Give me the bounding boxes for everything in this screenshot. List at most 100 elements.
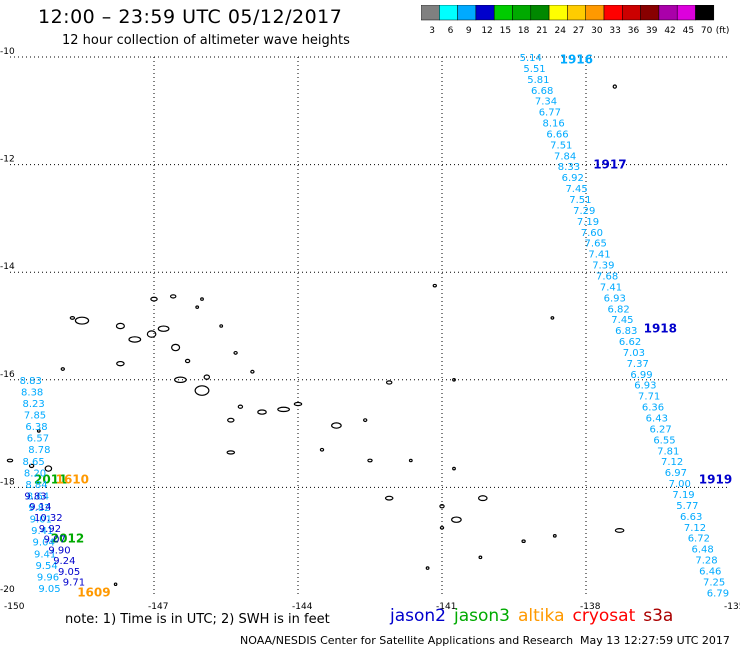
island-outline xyxy=(550,316,555,320)
island-outline xyxy=(363,418,368,423)
island-outline xyxy=(319,447,325,452)
lat-tick-label: -20 xyxy=(0,585,15,595)
swh-value-label: 6.77 xyxy=(539,108,561,119)
satellite-s3a: s3a xyxy=(643,606,674,626)
swh-value-label: 8.78 xyxy=(28,445,50,456)
swh-value-label: 6.99 xyxy=(630,370,652,381)
swh-value-label: 8.38 xyxy=(21,387,43,398)
island-outline xyxy=(200,297,204,301)
swh-value-label: 6.38 xyxy=(25,422,47,433)
swh-value-label: 7.85 xyxy=(24,411,46,422)
island-outline xyxy=(257,409,267,415)
lon-tick-label: -141 xyxy=(436,602,456,612)
swh-value-label: 9.07 xyxy=(44,535,66,546)
swh-value-label: 7.81 xyxy=(657,446,679,457)
lat-tick-label: -18 xyxy=(0,477,15,487)
lat-tick-label: -10 xyxy=(0,47,15,57)
swh-value-label: 7.19 xyxy=(672,490,694,501)
island-outline xyxy=(116,360,125,367)
swh-value-label: 6.66 xyxy=(546,129,568,140)
wave-height-color-scale: 3 6 9 12 15 18 21 24 27 30 33 36 39 42 45 70 (ft) xyxy=(421,5,729,36)
island-outline xyxy=(203,374,211,380)
swh-value-label: 7.51 xyxy=(569,195,591,206)
swh-value-label: 6.43 xyxy=(646,414,668,425)
scale-label: 42 xyxy=(664,26,675,36)
scale-label: 45 xyxy=(683,26,694,36)
swh-value-label: 9.01 xyxy=(30,515,52,526)
swh-value-label: 7.29 xyxy=(573,206,595,217)
scale-label: 30 xyxy=(591,26,603,36)
scale-label: 21 xyxy=(536,26,547,36)
scale-label: 27 xyxy=(573,26,584,36)
island-outline xyxy=(60,367,65,371)
swh-value-label: 5.14 xyxy=(520,53,542,64)
pass-label: 1916 xyxy=(560,53,593,67)
lat-tick-label: -16 xyxy=(0,370,15,380)
lat-tick-label: -12 xyxy=(0,155,15,165)
swh-value-label: 9.96 xyxy=(37,572,59,583)
island-outline xyxy=(385,380,393,385)
lon-tick-label: -150 xyxy=(4,602,25,612)
swh-value-label: 7.28 xyxy=(695,556,717,567)
lon-tick-label: -147 xyxy=(148,602,168,612)
swh-value-label: 6.93 xyxy=(634,381,656,392)
island-outline xyxy=(293,401,303,407)
swh-value-label: 9.05 xyxy=(58,567,80,578)
swh-value-label: 9.71 xyxy=(63,578,85,589)
swh-value-label: 6.97 xyxy=(665,468,687,479)
scale-label: 36 xyxy=(628,26,640,36)
island-outline xyxy=(452,377,456,382)
swh-value-label: 7.25 xyxy=(703,577,725,588)
swh-value-label: 7.19 xyxy=(577,217,599,228)
swh-value-label: 7.39 xyxy=(592,261,614,272)
island-outline xyxy=(612,84,617,89)
swh-value-label: 6.68 xyxy=(531,86,553,97)
swh-value-label: 8.33 xyxy=(558,162,580,173)
scale-label: 9 xyxy=(466,26,472,36)
satellite-cryosat: cryosat xyxy=(572,606,636,626)
map-subtitle: 12 hour collection of altimeter wave hei… xyxy=(62,33,350,48)
island-outline xyxy=(195,305,200,309)
island-outline xyxy=(150,296,158,302)
generation-timestamp: May 13 12:27:59 UTC 2017 xyxy=(580,634,730,647)
scale-label: 39 xyxy=(646,26,658,36)
lon-tick-label: -144 xyxy=(292,602,313,612)
swh-value-label: 7.68 xyxy=(596,271,618,282)
swh-value-label: 7.65 xyxy=(585,239,607,250)
satellite-jason3: jason3 xyxy=(454,606,510,626)
scale-label: 6 xyxy=(448,26,454,36)
swh-value-label: 5.51 xyxy=(523,64,545,75)
island-outline xyxy=(74,316,90,325)
swh-value-label: 7.37 xyxy=(627,359,649,370)
island-outline xyxy=(169,294,177,299)
swh-value-label: 7.84 xyxy=(554,151,576,162)
swh-value-label: 7.12 xyxy=(661,457,683,468)
units-note: note: 1) Time is in UTC; 2) SWH is in fe… xyxy=(65,612,330,627)
lon-tick-label: -135 xyxy=(724,602,740,612)
island-outline xyxy=(384,495,394,501)
island-outline xyxy=(173,376,187,384)
swh-value-label: 6.72 xyxy=(688,534,710,545)
swh-value-label: 6.62 xyxy=(619,337,641,348)
swh-value-label: 6.93 xyxy=(604,293,626,304)
island-outline xyxy=(115,322,125,330)
swh-value-label: 7.41 xyxy=(588,250,610,261)
swh-value-label: 8.20 xyxy=(24,468,46,479)
island-outline xyxy=(408,458,413,463)
scale-label: 3 xyxy=(429,26,435,36)
scale-label: 33 xyxy=(609,26,620,36)
swh-value-label: 10.32 xyxy=(34,513,63,524)
swh-value-label: 9.92 xyxy=(39,524,61,535)
credit-text: NOAA/NESDIS Center for Satellite Applica… xyxy=(240,634,574,647)
satellite-jason2: jason2 xyxy=(390,606,446,626)
island-outline xyxy=(452,466,456,471)
island-outline xyxy=(6,458,14,463)
swh-value-label: 8.84 xyxy=(25,480,47,491)
scale-label: 70 xyxy=(701,26,713,36)
swh-value-label: 9.54 xyxy=(35,561,57,572)
lon-tick-label: -138 xyxy=(580,602,601,612)
swh-value-label: 7.41 xyxy=(600,282,622,293)
island-outline xyxy=(128,336,142,343)
swh-value-label: 8.83 xyxy=(20,376,42,387)
